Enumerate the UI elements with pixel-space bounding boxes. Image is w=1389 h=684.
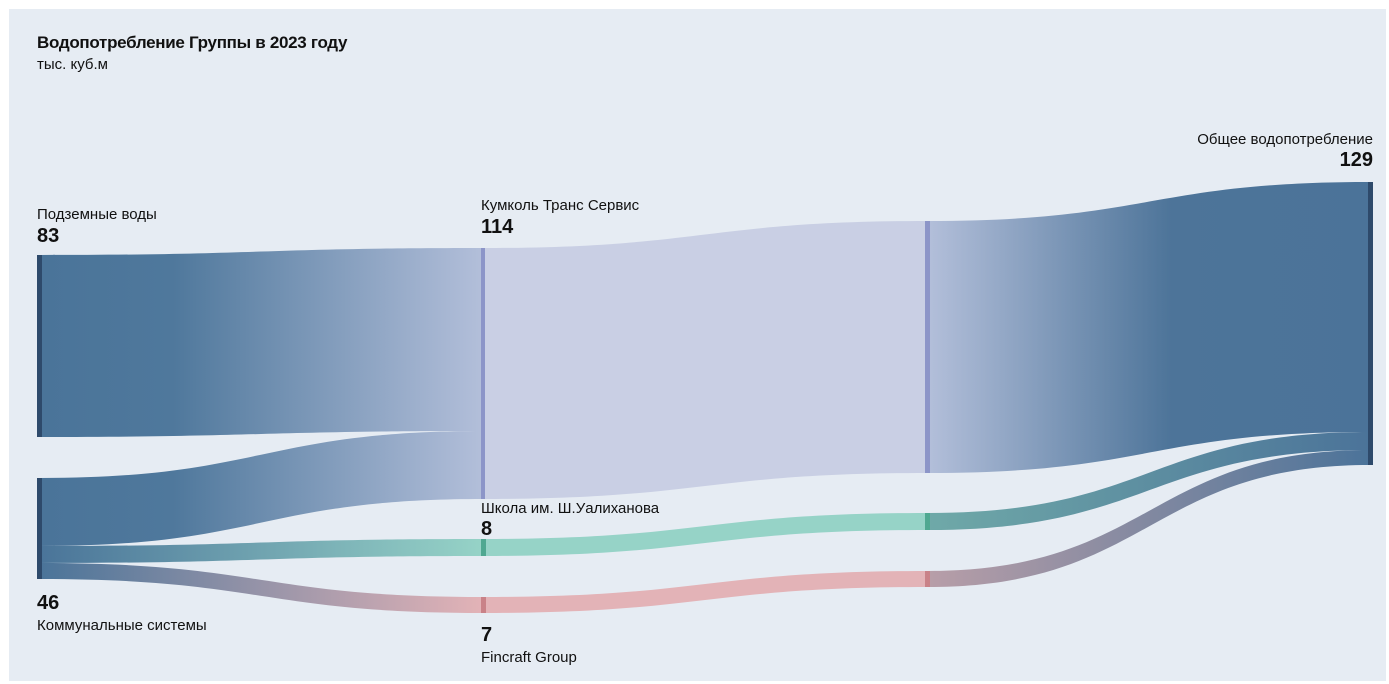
node-value-school: 8: [481, 518, 492, 541]
node-label-kumkol: Кумколь Транс Сервис: [481, 197, 639, 214]
link-utilities-fincraft: [40, 563, 483, 613]
node-kumkol-middle: [925, 221, 930, 473]
node-label-school: Школа им. Ш.Уалиханова: [481, 500, 659, 517]
link-kumkol-total: [928, 182, 1370, 473]
node-school-middle: [925, 513, 930, 530]
node-label-total: Общее водопотребление: [1197, 131, 1373, 148]
node-total: [1368, 182, 1373, 465]
node-utilities: [37, 478, 42, 579]
node-label-fincraft: Fincraft Group: [481, 649, 577, 666]
node-fincraft-middle: [925, 571, 930, 587]
node-value-groundwater: 83: [37, 225, 59, 248]
link-fincraft-middle: [483, 571, 928, 613]
node-groundwater: [37, 255, 42, 437]
link-kumkol-middle: [483, 221, 928, 499]
link-utilities-kumkol: [40, 431, 483, 546]
node-label-groundwater: Подземные воды: [37, 206, 157, 223]
node-label-utilities: Коммунальные системы: [37, 617, 207, 634]
node-value-kumkol: 114: [481, 216, 513, 239]
node-value-utilities: 46: [37, 592, 59, 615]
node-kumkol: [481, 248, 485, 499]
link-school-middle: [483, 513, 928, 556]
node-value-fincraft: 7: [481, 624, 492, 647]
link-groundwater-kumkol: [40, 248, 483, 437]
node-value-total: 129: [1340, 149, 1373, 172]
node-fincraft: [481, 597, 486, 613]
node-school: [481, 539, 486, 556]
